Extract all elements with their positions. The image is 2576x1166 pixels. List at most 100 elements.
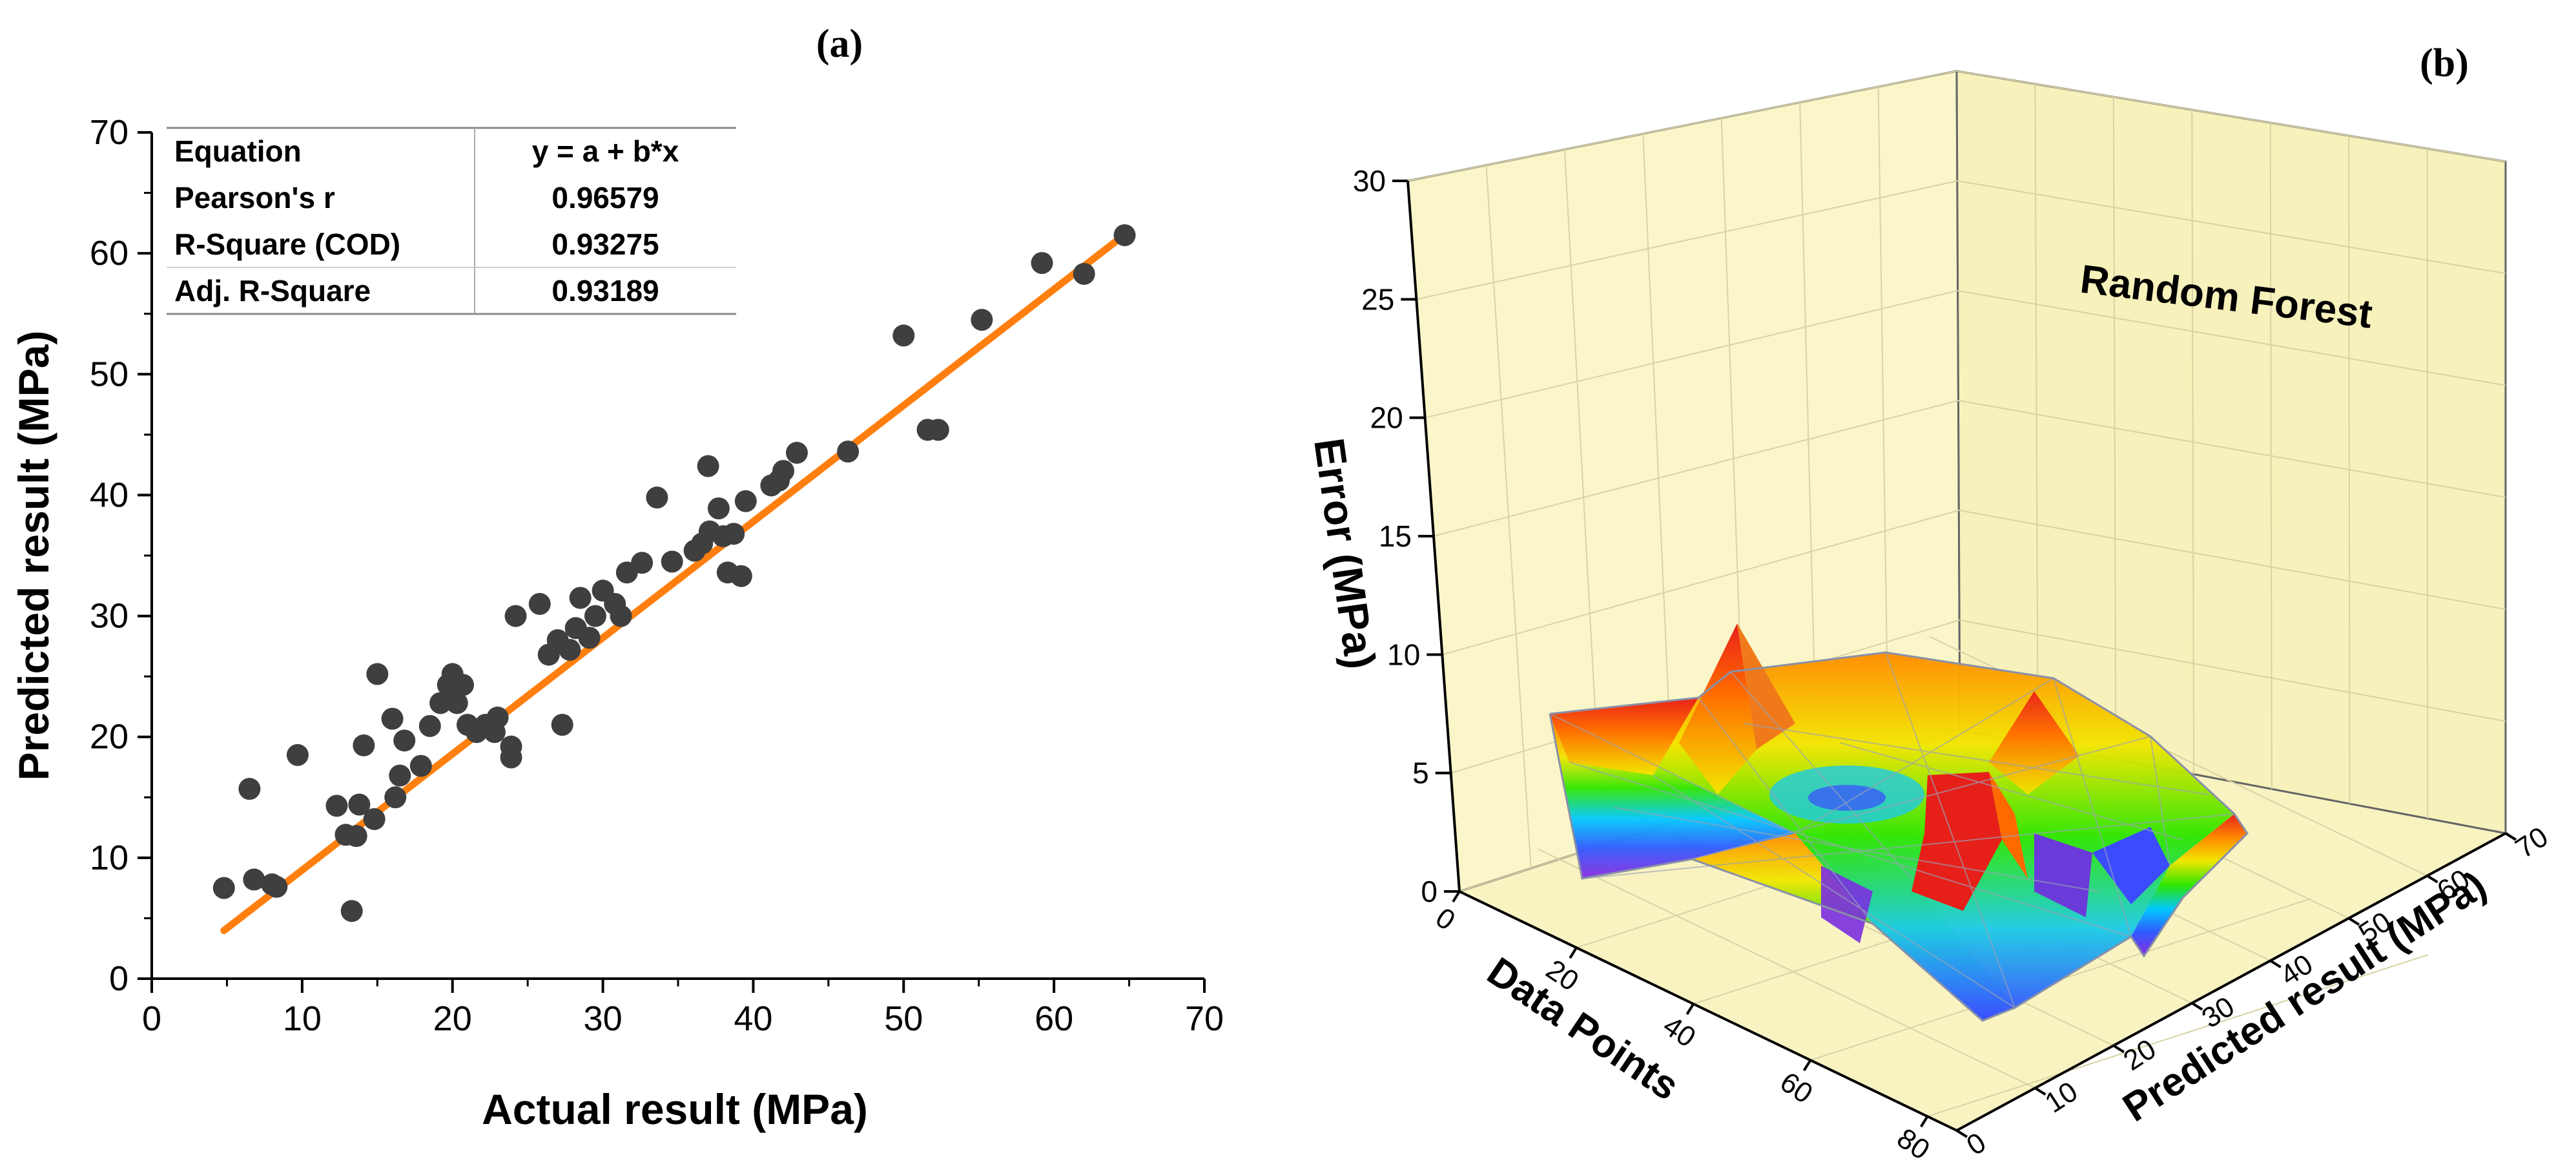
- predicted-tick: [1955, 1129, 1968, 1138]
- y-tick-label: 70: [90, 113, 129, 152]
- z-gridline-left: [1416, 180, 1958, 300]
- data-point: [348, 793, 371, 816]
- x-tick-label: 0: [142, 999, 161, 1038]
- z-gridline-right: [1957, 180, 2506, 275]
- mesh-line: [1698, 697, 1873, 924]
- predicted-tick: [2504, 832, 2517, 841]
- z-gridline-left: [1433, 400, 1959, 537]
- table-cell-value: 0.93275: [551, 227, 659, 261]
- predicted-tick: [2426, 875, 2438, 884]
- table-cell-value: 0.96579: [551, 181, 659, 214]
- mesh-line: [1795, 678, 2054, 834]
- data-point: [286, 744, 309, 766]
- data-point: [578, 627, 601, 649]
- z-gridline-right: [1956, 70, 2506, 162]
- data-point: [528, 592, 551, 615]
- z-tick-label: 15: [1379, 519, 1412, 553]
- scatter-axes: 0 10 20 30 40 50 60 70 0 10 20 30 40 50 60 70: [90, 113, 1224, 1038]
- data-point: [212, 877, 235, 899]
- surface-spike-left: [1679, 623, 1757, 795]
- y-tick-label: 0: [109, 959, 129, 998]
- z-tick-label: 10: [1387, 638, 1420, 671]
- y-tick-label: 30: [90, 597, 129, 636]
- mesh-line: [1743, 723, 2209, 795]
- data-point: [486, 706, 509, 729]
- x-tick-label: 50: [884, 999, 923, 1038]
- data-point: [418, 714, 441, 737]
- mesh-line: [1730, 671, 1912, 879]
- data-point: [785, 441, 808, 464]
- z-gridline-right: [1959, 510, 2506, 610]
- data-point: [452, 674, 475, 696]
- wall-gridline-right: [2191, 109, 2195, 775]
- mesh-line: [1569, 762, 2132, 937]
- wall-gridline-right: [2112, 96, 2117, 760]
- floor-gridline-x: [1927, 954, 2429, 1118]
- data-point: [971, 309, 993, 331]
- data-points-tick: [1452, 890, 1461, 903]
- data-point: [265, 875, 288, 898]
- mesh-line: [1653, 775, 2015, 1008]
- data-point: [569, 587, 592, 609]
- predicted-axis-line: [1956, 832, 2506, 1132]
- table-cell-value: 0.93189: [551, 274, 659, 307]
- y-axis-title: Predicted result (MPa): [10, 331, 57, 781]
- data-point: [345, 825, 367, 848]
- panel-b-label: (b): [2420, 41, 2469, 85]
- z-tick-label: 25: [1361, 282, 1394, 316]
- data-point: [238, 778, 261, 800]
- mesh-line: [2150, 736, 2170, 866]
- predicted-tick-label: 70: [2510, 821, 2554, 865]
- mesh-line: [1614, 807, 2099, 892]
- data-point: [631, 552, 654, 574]
- predicted-tick: [2112, 1044, 2125, 1054]
- mesh-line: [1582, 813, 2235, 879]
- surface-left-ridge: [1550, 698, 1698, 775]
- z-tick-label: 30: [1353, 164, 1386, 198]
- mesh-line: [1691, 736, 2151, 860]
- data-points-tick-label: 80: [1891, 1122, 1935, 1166]
- table-cell-value: y = a + b*x: [532, 134, 679, 168]
- predicted-tick-label: 0: [1961, 1127, 1992, 1161]
- data-point: [927, 419, 949, 441]
- y-tick-label: 20: [90, 718, 129, 756]
- z-gridline-left: [1407, 70, 1957, 182]
- table-cell-label: Adj. R-Square: [174, 274, 371, 307]
- data-points-tick: [1685, 1003, 1695, 1015]
- data-point: [610, 605, 632, 627]
- data-point: [707, 497, 730, 520]
- y-tick-label: 50: [90, 355, 129, 393]
- data-point: [559, 638, 581, 661]
- wall-gridline-right: [2269, 122, 2272, 789]
- panel-a-label: (a): [816, 22, 863, 66]
- z-gridline-left: [1425, 290, 1958, 419]
- z-tick-label: 5: [1412, 756, 1429, 790]
- data-points-tick: [1569, 946, 1578, 959]
- data-point: [366, 663, 389, 685]
- mesh-line: [1549, 713, 1796, 834]
- data-point: [363, 807, 386, 830]
- data-points-axis-line: [1459, 890, 1957, 1132]
- x-tick-label: 10: [283, 999, 322, 1038]
- data-point: [697, 455, 719, 477]
- data-point: [1073, 262, 1095, 285]
- x-axis-title: Actual result (MPa): [482, 1085, 868, 1133]
- data-point: [243, 868, 265, 891]
- surface-low-patch-3: [1821, 866, 1873, 943]
- data-point: [661, 550, 683, 573]
- surface-right-face: [2131, 814, 2247, 956]
- data-point: [837, 441, 860, 463]
- wall-gridline-right: [2426, 148, 2429, 819]
- surface-outline: [1549, 651, 2249, 1022]
- z-axis-title: Error (MPa): [1305, 435, 1385, 672]
- mesh-line: [2053, 678, 2132, 937]
- surface-spike-right: [1737, 623, 1795, 749]
- x-tick-label: 40: [734, 999, 772, 1038]
- x-tick-label: 60: [1035, 999, 1073, 1038]
- y-tick-label: 10: [90, 838, 129, 877]
- floor-gridline-y: [1537, 848, 2035, 1089]
- predicted-tick: [2034, 1087, 2046, 1096]
- data-point: [393, 729, 416, 752]
- z-gridline-right: [1957, 290, 2506, 386]
